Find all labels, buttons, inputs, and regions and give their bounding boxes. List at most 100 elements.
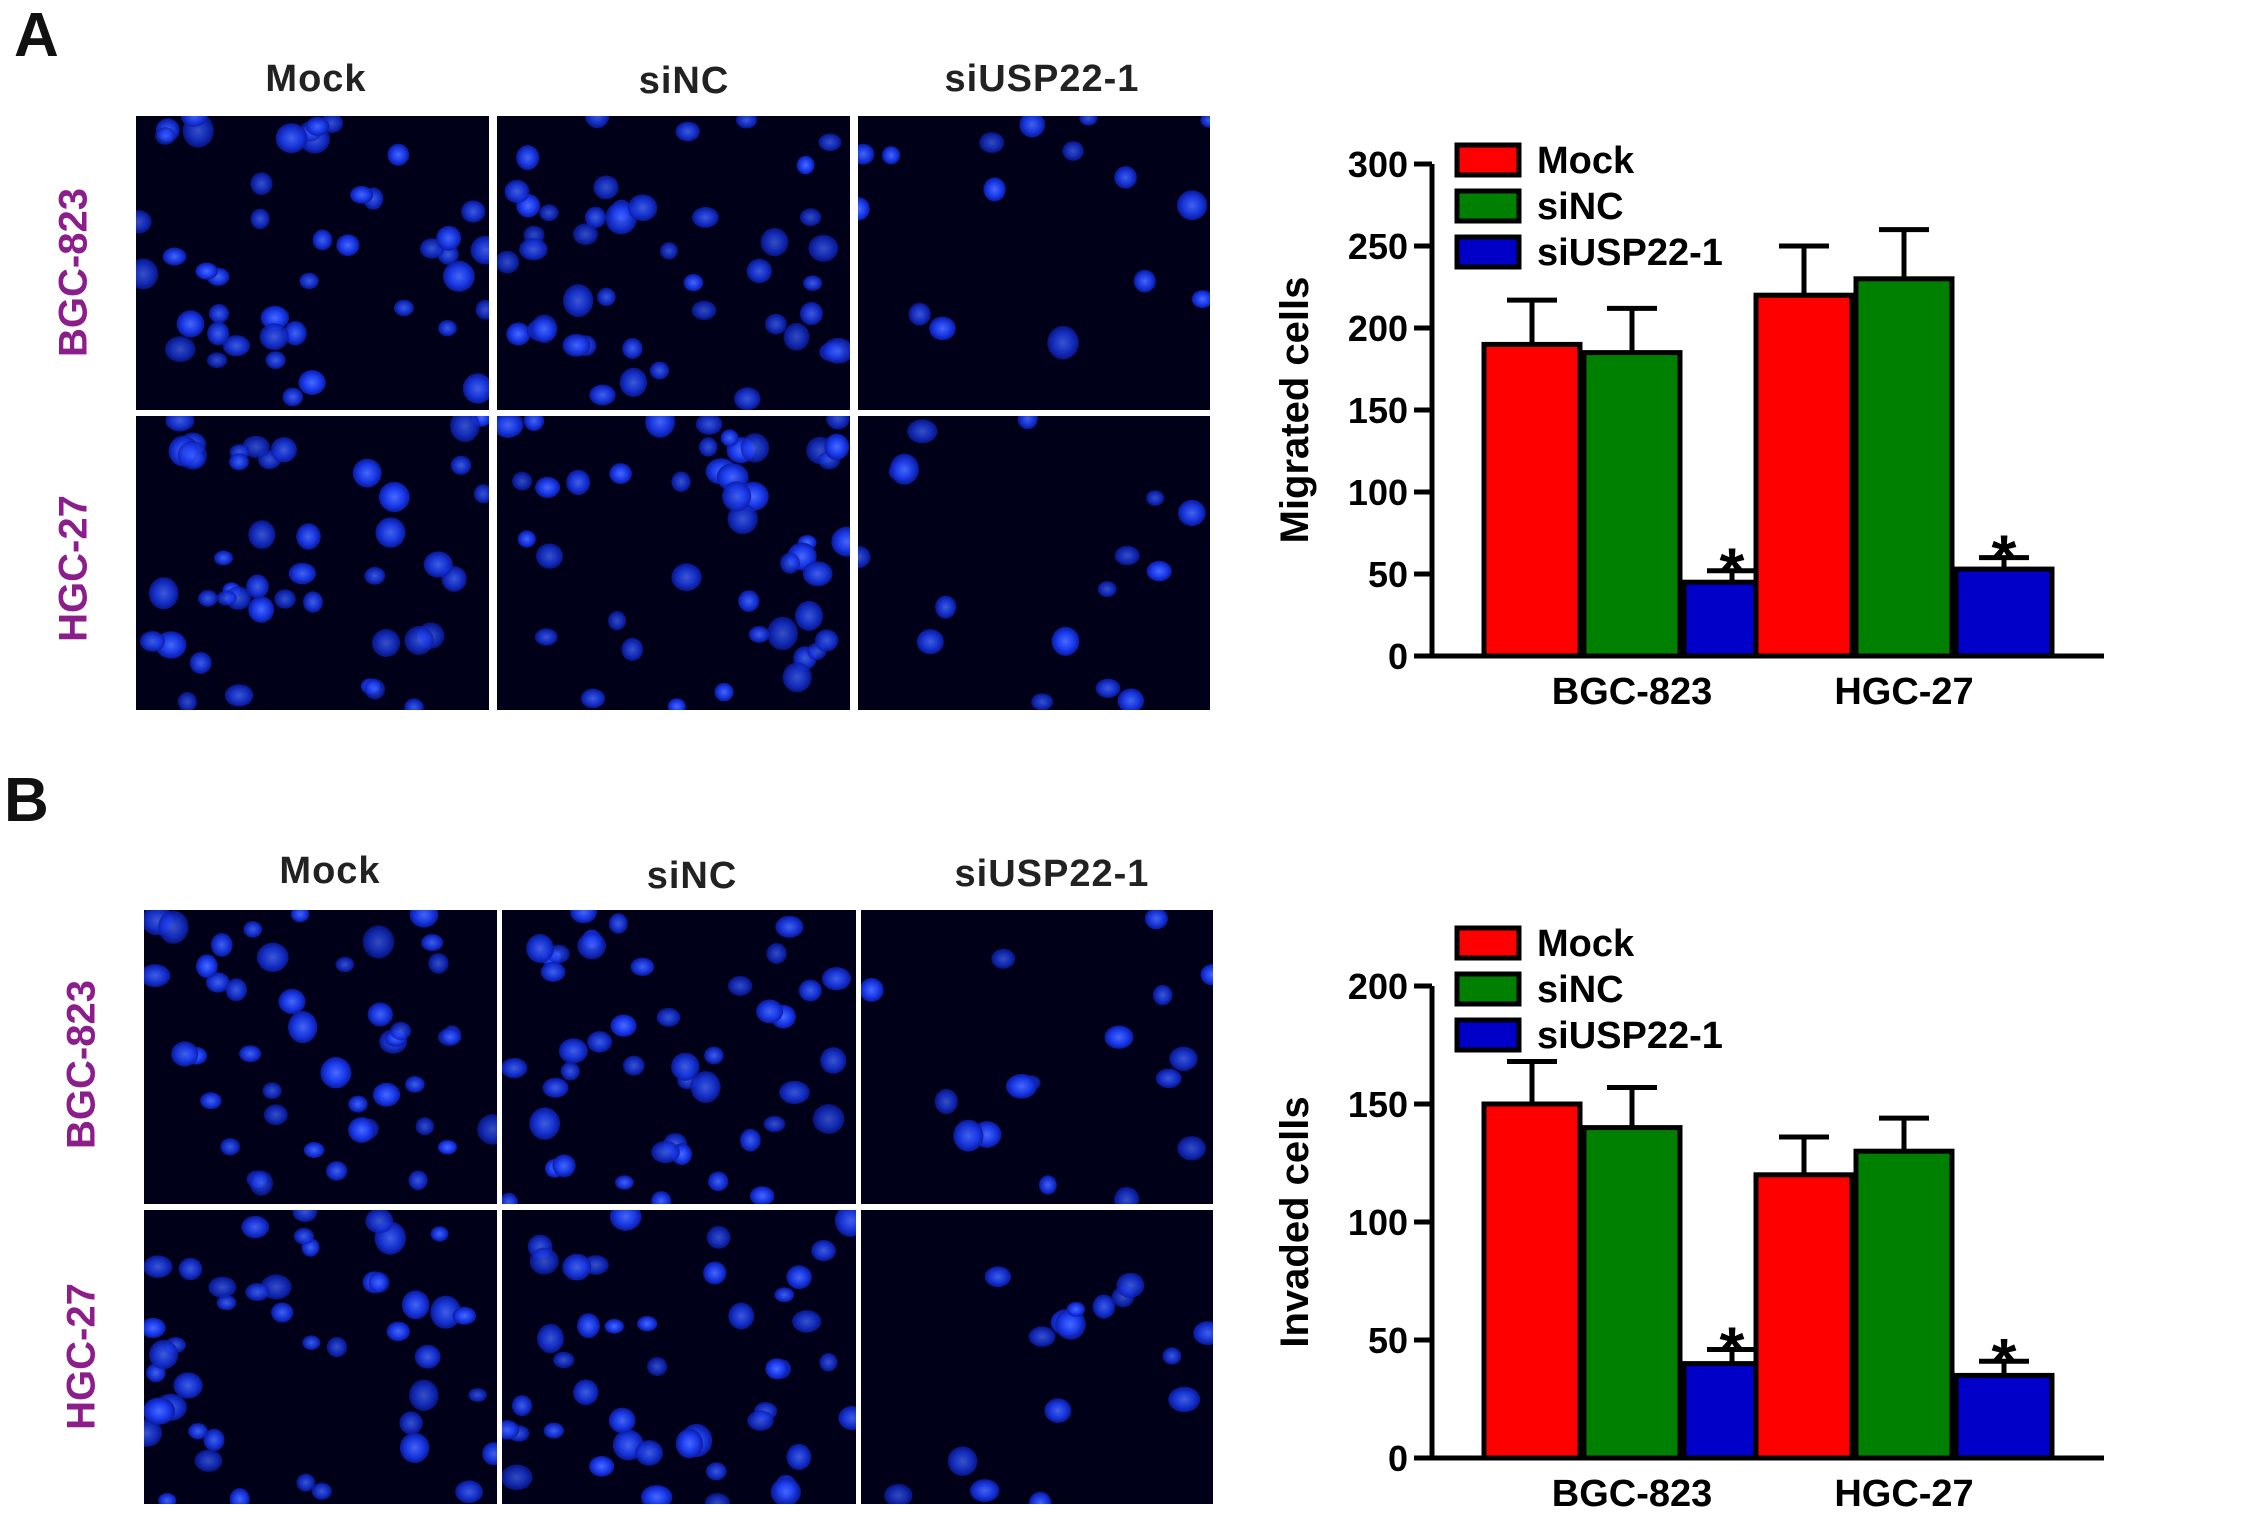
nucleus (799, 208, 822, 227)
nucleus (248, 520, 276, 550)
nucleus (275, 123, 308, 154)
nucleus (627, 194, 658, 222)
nucleus (979, 132, 1005, 154)
legend-label: siNC (1537, 969, 1624, 1011)
nucleus (1200, 964, 1213, 986)
nucleus (727, 975, 753, 996)
bar-siusp22-1-hgc-27 (1953, 566, 2055, 659)
column-header-mock: Mock (265, 58, 367, 100)
nucleus (195, 262, 218, 280)
legend-swatch (1454, 234, 1522, 270)
nucleus (609, 1210, 642, 1231)
nucleus (1152, 984, 1173, 1006)
micrograph-a-bgc823-sinc (497, 116, 850, 410)
nucleus (534, 628, 558, 646)
nucleus (390, 1021, 412, 1041)
nucleus (1062, 141, 1084, 161)
nucleus (506, 322, 531, 346)
nucleus (649, 361, 670, 380)
nucleus (1019, 116, 1046, 138)
nucleus (196, 954, 218, 978)
nucleus (198, 590, 218, 607)
nucleus (566, 469, 591, 496)
nucleus (818, 133, 842, 152)
nuclei-pattern (858, 416, 1206, 710)
nucleus (497, 416, 524, 438)
nucleus (1176, 190, 1208, 221)
nucleus (239, 1045, 262, 1063)
nucleus (858, 143, 875, 165)
significance-marker: * (1720, 1313, 1745, 1385)
nucleus (1017, 416, 1038, 430)
y-tick-label: 200 (1348, 966, 1408, 1007)
nucleus (188, 1423, 208, 1440)
nucleus (811, 1240, 836, 1262)
x-tick-label: BGC-823 (1552, 671, 1713, 713)
nucleus (303, 591, 323, 613)
nucleus (155, 127, 176, 145)
nucleus (288, 1011, 318, 1044)
nucleus (375, 517, 406, 548)
nucleus (180, 116, 208, 127)
nucleus (482, 1442, 497, 1466)
nucleus (1104, 1025, 1134, 1049)
nucleus (455, 1480, 483, 1504)
nucleus (208, 304, 230, 324)
nucleus (645, 416, 676, 438)
nucleus (747, 1410, 774, 1431)
nucleus (779, 1080, 810, 1105)
nucleus (206, 972, 230, 993)
nucleus (1079, 116, 1098, 126)
nucleus (831, 526, 850, 557)
nucleus (470, 235, 489, 265)
nucleus (756, 999, 784, 1024)
micrograph-b-bgc823-sinc (502, 910, 856, 1204)
nucleus (326, 1161, 348, 1181)
nucleus (1169, 1046, 1198, 1071)
nucleus (256, 942, 289, 972)
nucleus (767, 616, 798, 651)
nucleus (735, 116, 758, 129)
nucleus (671, 471, 691, 492)
nucleus (421, 934, 444, 952)
nucleus (819, 1353, 838, 1372)
nucleus (144, 1397, 175, 1425)
nucleus (763, 1115, 786, 1133)
nucleus (502, 1057, 528, 1079)
nucleus (656, 1007, 681, 1027)
nucleus (619, 367, 648, 397)
nucleus (303, 1142, 325, 1158)
nucleus (248, 596, 275, 623)
nucleus (577, 1313, 600, 1339)
nucleus (580, 688, 606, 709)
y-tick-label: 50 (1368, 1320, 1408, 1361)
nucleus (740, 433, 770, 463)
nucleus (821, 967, 852, 991)
nucleus (822, 337, 850, 364)
nucleus (408, 1170, 428, 1191)
column-header-sinc: siNC (638, 60, 730, 102)
nucleus (378, 481, 410, 513)
nucleus (362, 925, 395, 959)
nucleus (305, 116, 330, 136)
nucleus (884, 1483, 913, 1504)
nucleus (216, 590, 237, 606)
nucleus (692, 206, 719, 228)
nucleus (803, 275, 823, 291)
nucleus (573, 1379, 599, 1406)
nucleus (1038, 1175, 1057, 1195)
nuclei-pattern (502, 1210, 856, 1504)
bar-sinc-hgc-27 (1853, 276, 1955, 659)
nucleus (468, 1388, 487, 1402)
nucleus (335, 956, 355, 973)
nucleus (293, 1227, 314, 1245)
bar-siusp22-1-hgc-27 (1953, 1372, 2055, 1461)
nucleus (158, 1492, 177, 1504)
nucleus (683, 274, 704, 292)
micrograph-b-bgc823-siusp22 (861, 910, 1213, 1204)
nucleus (539, 204, 559, 222)
nucleus (326, 1336, 348, 1358)
nucleus (220, 1138, 240, 1156)
bar-mock-hgc-27 (1753, 292, 1855, 659)
nucleus (748, 626, 770, 643)
